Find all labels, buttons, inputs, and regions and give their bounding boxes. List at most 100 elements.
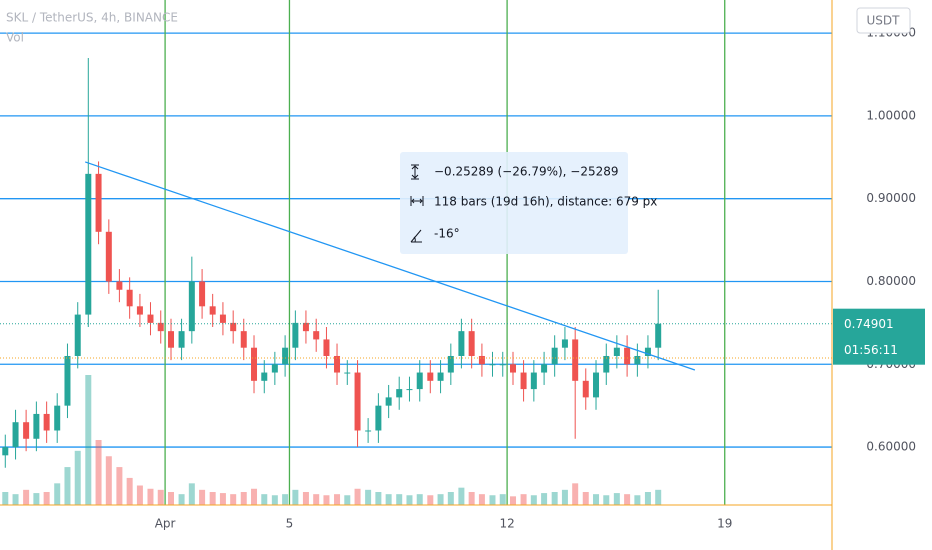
- volume-bar: [458, 487, 465, 505]
- measure-angle: -16°: [434, 227, 460, 241]
- candle-body: [178, 331, 185, 348]
- candle-body: [12, 422, 19, 448]
- volume-bar: [437, 494, 444, 505]
- volume-bar: [344, 495, 351, 505]
- volume-bar: [126, 477, 133, 505]
- x-tick-label: 19: [717, 517, 732, 531]
- candle-body: [489, 364, 496, 366]
- x-tick-label: 12: [499, 517, 514, 531]
- candle-body: [2, 447, 9, 456]
- volume-bar: [541, 493, 548, 505]
- volume-bar: [147, 488, 154, 505]
- currency-label[interactable]: USDT: [867, 14, 901, 28]
- volume-bar: [593, 494, 600, 505]
- candle-body: [644, 347, 651, 356]
- volume-bar: [313, 494, 320, 505]
- candle-body: [510, 364, 517, 373]
- volume-bar: [624, 494, 631, 505]
- volume-bar: [64, 467, 71, 505]
- volume-bar: [561, 489, 568, 505]
- volume-bar: [12, 494, 19, 505]
- volume-bar: [230, 494, 237, 505]
- candle-body: [561, 339, 568, 348]
- candle-body: [499, 364, 506, 366]
- measure-background: [400, 152, 628, 254]
- y-tick-label: 0.60000: [866, 440, 916, 454]
- candle-body: [95, 173, 102, 232]
- candle-body: [261, 372, 268, 381]
- legend-title: SKL / TetherUS, 4h, BINANCE: [6, 11, 178, 25]
- volume-bar: [43, 492, 50, 505]
- candle-body: [551, 347, 558, 365]
- candle-body: [116, 281, 123, 290]
- volume-bar: [572, 483, 579, 505]
- volume-bar: [354, 488, 361, 505]
- measure-box: −0.25289 (−26.79%), −25289 118 bars (19d…: [400, 152, 657, 254]
- volume-bar: [199, 489, 206, 505]
- currency-button-box[interactable]: [856, 7, 911, 34]
- candle-body: [468, 331, 475, 356]
- candle-body: [209, 306, 216, 315]
- volume-bar: [168, 492, 175, 505]
- candle-body: [478, 355, 485, 365]
- volume-bar: [323, 495, 330, 505]
- candle-body: [655, 323, 662, 348]
- volume-bar: [499, 494, 506, 505]
- candle-body: [582, 380, 589, 398]
- volume-bar: [209, 492, 216, 505]
- volume-bar: [219, 493, 226, 505]
- candle-body: [447, 355, 454, 373]
- candle-body: [520, 372, 527, 390]
- volume-bar: [157, 489, 164, 505]
- volume-bar: [178, 494, 185, 505]
- candle-body: [458, 331, 465, 356]
- y-tick-label: 1.00000: [866, 108, 916, 122]
- volume-bar: [136, 485, 143, 505]
- candle-body: [541, 364, 548, 373]
- volume-bar: [105, 456, 112, 505]
- volume-bar: [2, 492, 9, 505]
- y-tick-label: 0.90000: [866, 191, 916, 205]
- volume-bar: [240, 492, 247, 505]
- volume-layer: [2, 375, 662, 505]
- x-tick-label: 5: [286, 517, 294, 531]
- volume-bar: [292, 489, 299, 505]
- candle-body: [437, 372, 444, 381]
- volume-bar: [282, 494, 289, 505]
- candle-body: [230, 322, 237, 332]
- volume-bar: [385, 494, 392, 505]
- volume-bar: [23, 489, 30, 505]
- volume-bar: [644, 492, 651, 505]
- candle-body: [416, 372, 423, 390]
- candle-body: [43, 413, 50, 431]
- candle-body: [572, 339, 579, 381]
- candle-body: [375, 405, 382, 431]
- candle-body: [147, 314, 154, 323]
- overlay-layer: [0, 161, 832, 371]
- candle-body: [323, 339, 330, 356]
- currency-button[interactable]: USDT: [856, 7, 911, 34]
- bars-icon: [410, 196, 424, 206]
- candle-body: [427, 372, 434, 381]
- volume-bar: [406, 495, 413, 505]
- volume-bar: [551, 492, 558, 505]
- candle-body: [33, 413, 40, 439]
- candle-body: [199, 281, 206, 307]
- candle-body: [593, 372, 600, 398]
- candle-body: [406, 389, 413, 391]
- volume-bar: [634, 495, 641, 505]
- candle-body: [271, 364, 278, 373]
- candle-body: [54, 405, 61, 431]
- volume-bar: [582, 492, 589, 505]
- candle-body: [613, 347, 620, 356]
- candle-body: [365, 430, 372, 432]
- candle-body: [188, 281, 195, 332]
- volume-bar: [188, 483, 195, 505]
- last-price-background: [833, 308, 925, 365]
- candle-body: [313, 331, 320, 340]
- last-price-box: 0.74901 01:56:11: [833, 308, 925, 365]
- volume-bar: [530, 495, 537, 505]
